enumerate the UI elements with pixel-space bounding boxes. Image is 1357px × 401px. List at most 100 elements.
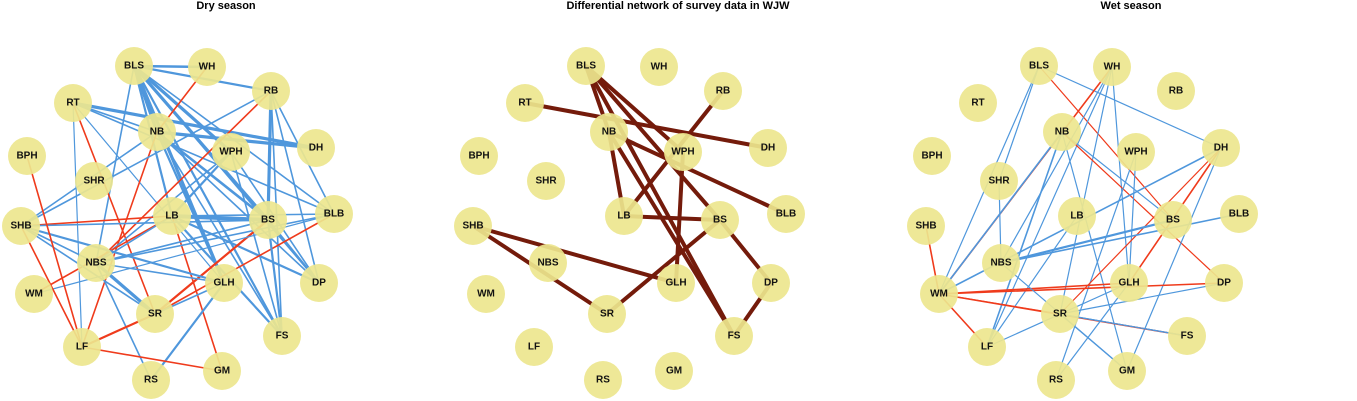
node-label: SHB	[10, 221, 31, 232]
node-label: BLB	[1229, 209, 1250, 220]
edge-fs-bs	[266, 218, 284, 338]
node-bs: BS	[701, 201, 739, 239]
node-circle	[1154, 201, 1192, 239]
node-label: GLH	[1118, 278, 1139, 289]
node-glh: GLH	[205, 264, 243, 302]
node-label: SHB	[915, 221, 936, 232]
node-circle	[605, 197, 643, 235]
edge-blb-nbs	[1000, 213, 1240, 264]
node-label: NBS	[537, 258, 558, 269]
node-circle	[454, 207, 492, 245]
node-circle	[263, 317, 301, 355]
node-fs: FS	[1168, 317, 1206, 355]
node-label: BPH	[468, 151, 489, 162]
node-circle	[907, 207, 945, 245]
node-circle	[1093, 48, 1131, 86]
node-circle	[1205, 264, 1243, 302]
node-label: WM	[25, 289, 43, 300]
node-label: SHR	[83, 176, 105, 187]
node-label: WM	[930, 289, 948, 300]
node-label: BS	[261, 215, 275, 226]
edge-wm-sr	[938, 293, 1061, 315]
node-rt: RT	[506, 84, 544, 122]
node-wph: WPH	[212, 133, 250, 171]
edge-bls-wph	[584, 64, 685, 154]
node-label: SR	[148, 309, 163, 320]
node-label: GM	[1119, 366, 1135, 377]
edge-wh-sr	[1059, 66, 1113, 315]
node-label: BLB	[776, 209, 797, 220]
edge-rb-shb	[20, 90, 272, 227]
edge-blb-sr	[154, 213, 335, 315]
node-circle	[657, 264, 695, 302]
node-label: LB	[617, 211, 630, 222]
node-circle	[75, 162, 113, 200]
node-label: WH	[199, 62, 216, 73]
node-label: RT	[971, 98, 984, 109]
edge-dh-sr	[1059, 147, 1222, 315]
edge-bs-shb	[20, 219, 269, 227]
node-circle	[212, 133, 250, 171]
node-label: LF	[981, 342, 993, 353]
node-label: RT	[518, 98, 531, 109]
node-label: LF	[76, 342, 88, 353]
node-shr: SHR	[527, 162, 565, 200]
node-circle	[252, 72, 290, 110]
node-label: RB	[1169, 86, 1183, 97]
node-label: DP	[1217, 278, 1231, 289]
node-label: RB	[716, 86, 730, 97]
panel-title: Dry season	[196, 0, 256, 12]
node-label: SR	[1053, 309, 1068, 320]
node-lb: LB	[153, 197, 191, 235]
node-circle	[300, 264, 338, 302]
node-circle	[527, 162, 565, 200]
node-bph: BPH	[8, 137, 46, 175]
panel-wet-season: Wet season BLS WH RB RT NB DH BPH WPH SHR SHB LB BS…	[905, 0, 1357, 401]
edge-bs-nbs	[999, 218, 1175, 265]
node-circle	[115, 47, 153, 85]
edge-lb-dp	[170, 214, 321, 285]
node-circle	[1037, 361, 1075, 399]
node-label: BS	[713, 215, 727, 226]
edge-rt-dh	[71, 101, 318, 150]
edge-rb-nbs	[95, 90, 272, 264]
node-circle	[982, 244, 1020, 282]
node-circle	[203, 352, 241, 390]
node-circle	[701, 201, 739, 239]
node-fs: FS	[715, 317, 753, 355]
node-wph: WPH	[1117, 133, 1155, 171]
edge-shb-glh	[471, 224, 678, 285]
node-label: FS	[1181, 331, 1194, 342]
node-label: BPH	[16, 151, 37, 162]
edge-shb-glh	[19, 224, 226, 285]
node-bph: BPH	[460, 137, 498, 175]
node-circle	[655, 352, 693, 390]
node-rb: RB	[1157, 72, 1195, 110]
node-gm: GM	[655, 352, 693, 390]
node-label: WM	[477, 289, 495, 300]
node-rb: RB	[252, 72, 290, 110]
node-bs: BS	[249, 201, 287, 239]
node-circle	[767, 195, 805, 233]
node-fs: FS	[263, 317, 301, 355]
node-label: WH	[1104, 62, 1121, 73]
node-circle	[529, 244, 567, 282]
node-circle	[1157, 72, 1195, 110]
node-blb: BLB	[315, 195, 353, 233]
nodes: BLS WH RB RT NB DH BPH WPH SHR SHB LB BS BLB NBS GLH DP…	[907, 47, 1258, 399]
edge-lf-gm	[81, 346, 223, 372]
edge-wph-fs	[230, 151, 283, 337]
edge-rt-sr	[72, 102, 156, 315]
node-dp: DP	[1205, 264, 1243, 302]
edge-nb-dp	[156, 131, 320, 284]
node-nb: NB	[138, 113, 176, 151]
edge-wh-glh	[1111, 66, 1130, 284]
node-circle	[132, 361, 170, 399]
edge-bph-lf	[26, 155, 83, 348]
node-label: SHR	[535, 176, 557, 187]
node-label: NB	[602, 127, 616, 138]
edge-glh-rs	[149, 281, 226, 382]
node-circle	[63, 328, 101, 366]
node-nbs: NBS	[77, 244, 115, 282]
node-label: RB	[264, 86, 278, 97]
